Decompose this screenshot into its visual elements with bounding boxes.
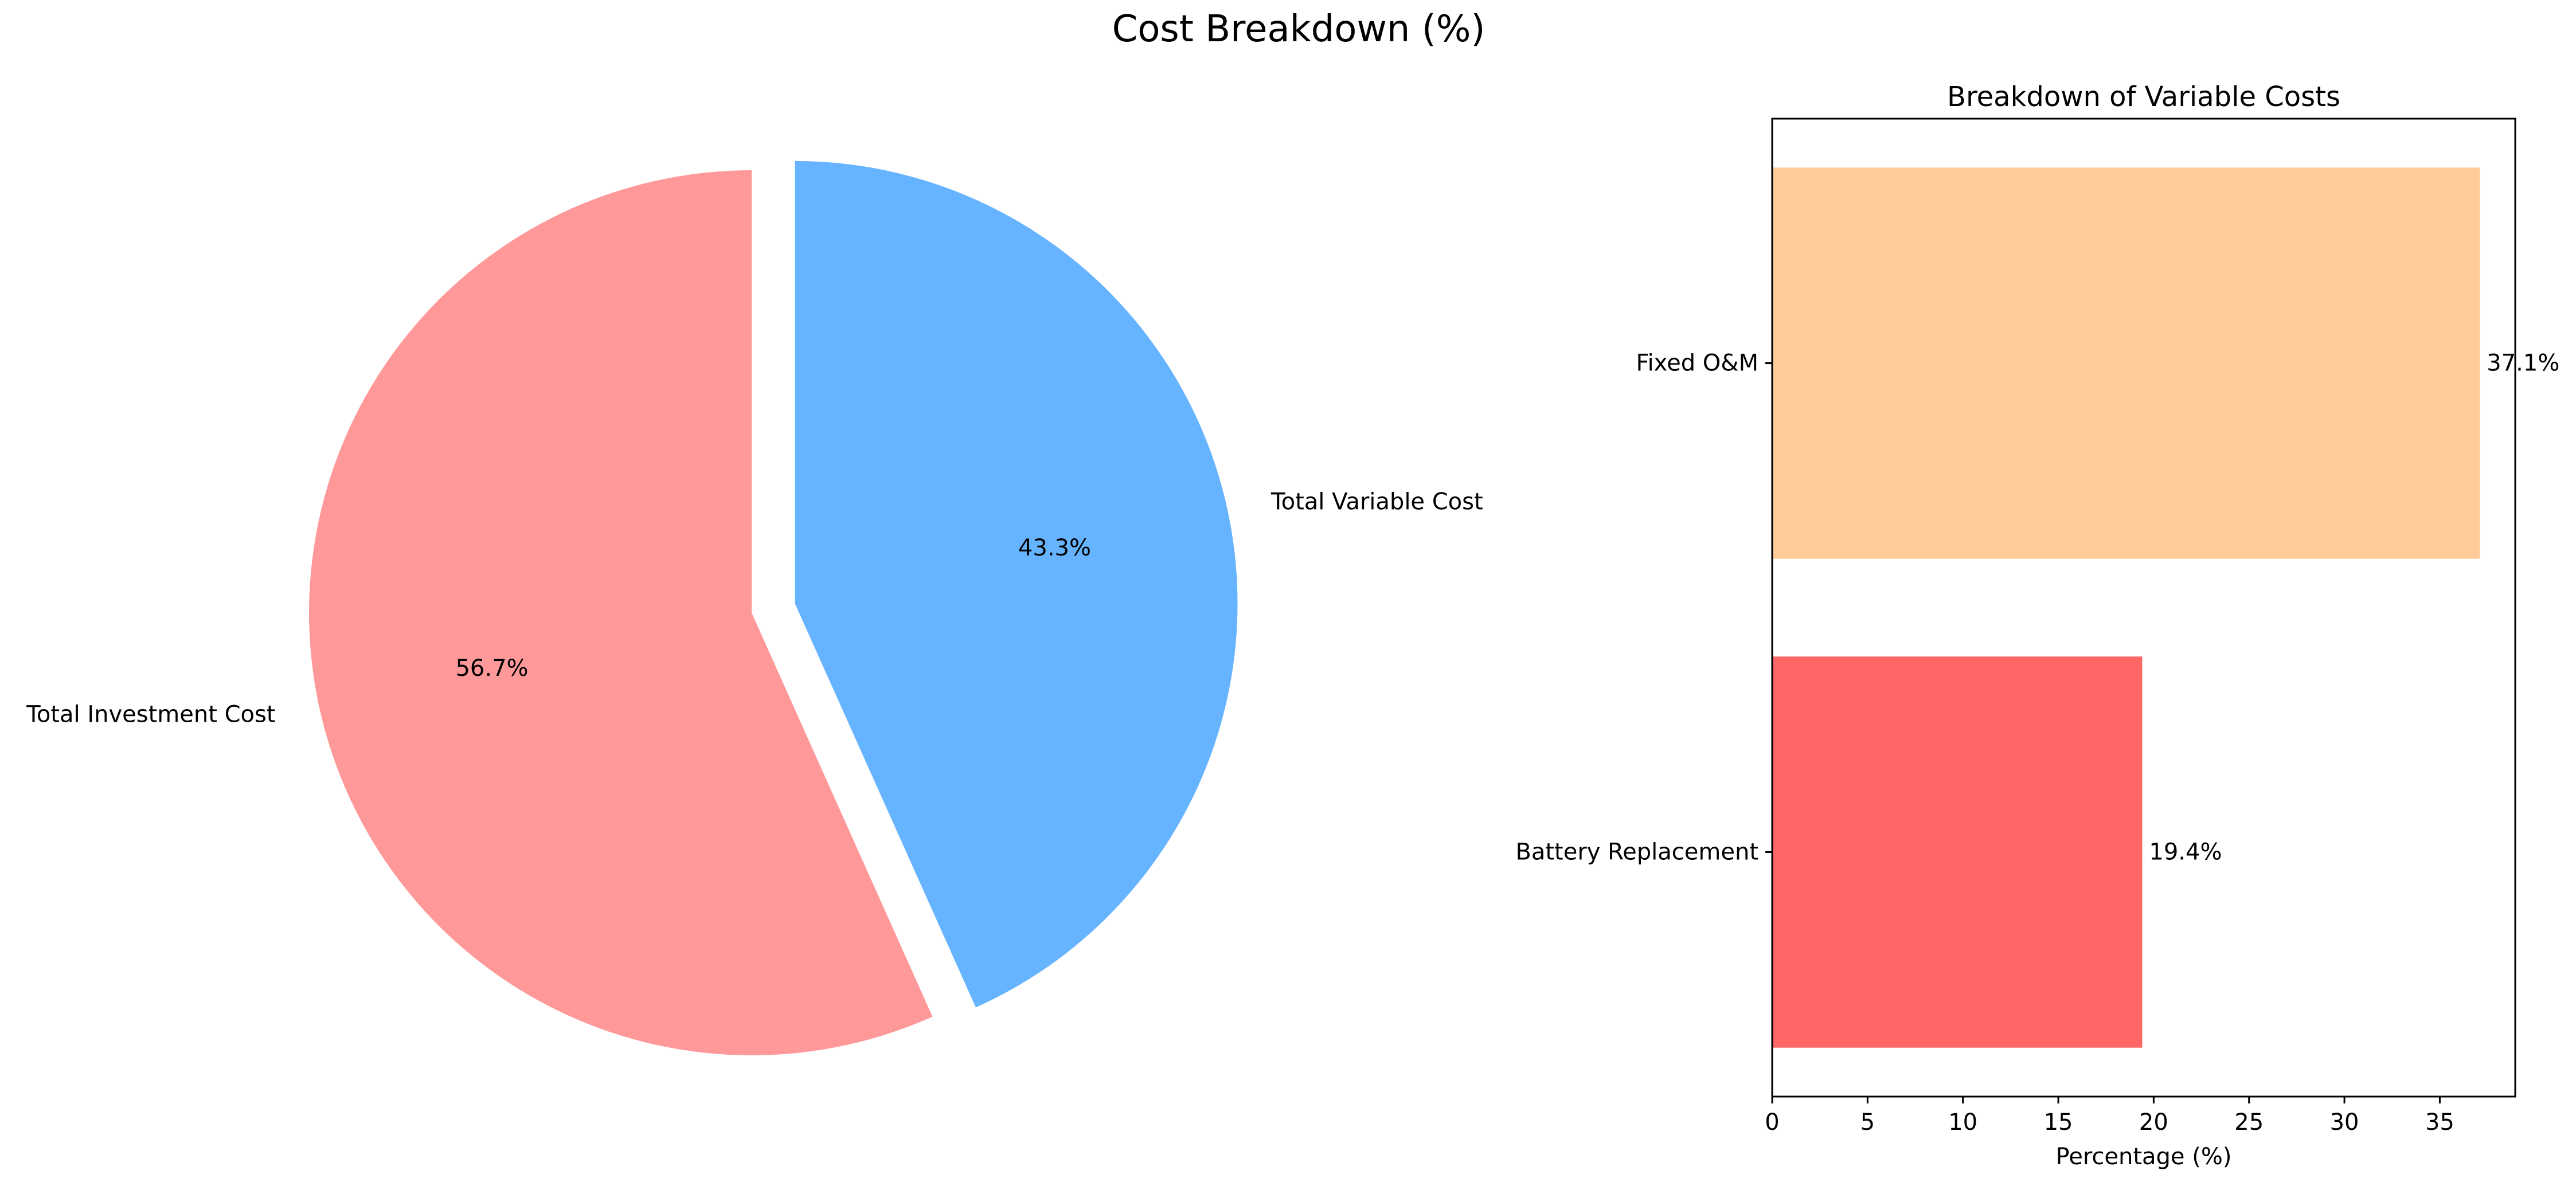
pie-pct-label-total-investment-cost: 56.7% (455, 655, 528, 682)
pie-pct-label-total-variable-cost: 43.3% (1018, 535, 1091, 561)
x-tick-label-5: 5 (1860, 1109, 1875, 1136)
pie-slice-total-investment-cost (308, 170, 933, 1055)
x-tick-label-35: 35 (2425, 1109, 2454, 1136)
bar-chart-title: Breakdown of Variable Costs (1947, 81, 2340, 113)
x-tick-label-20: 20 (2139, 1109, 2168, 1136)
bar-value-label-battery-replacement: 19.4% (2149, 839, 2222, 866)
x-axis-label: Percentage (%) (2056, 1144, 2232, 1170)
bar-battery-replacement (1772, 656, 2143, 1048)
x-tick-label-10: 10 (1948, 1109, 1977, 1136)
pie-chart: Total Investment Cost 56.7% Total Variable… (26, 161, 1483, 1055)
pie-label-total-investment-cost: Total Investment Cost (26, 701, 275, 727)
pie-slice-total-variable-cost (795, 161, 1238, 1008)
pie-label-total-variable-cost: Total Variable Cost (1271, 488, 1483, 515)
bar-chart: Breakdown of Variable Costs 19.4% Battery … (1515, 81, 2559, 1170)
bar-axes-frame (1771, 118, 2516, 1098)
x-tick-label-15: 15 (2044, 1109, 2073, 1136)
y-tick-label-fixed-o-m: Fixed O&M (1636, 350, 1758, 377)
x-tick-label-0: 0 (1765, 1109, 1779, 1136)
bar-fixed-o-m (1772, 167, 2480, 559)
figure-title: Cost Breakdown (%) (1112, 8, 1486, 50)
x-tick-label-25: 25 (2234, 1109, 2264, 1136)
bar-value-label-fixed-o-m: 37.1% (2487, 350, 2559, 377)
x-tick-label-30: 30 (2330, 1109, 2359, 1136)
y-tick-label-battery-replacement: Battery Replacement (1515, 839, 1758, 866)
